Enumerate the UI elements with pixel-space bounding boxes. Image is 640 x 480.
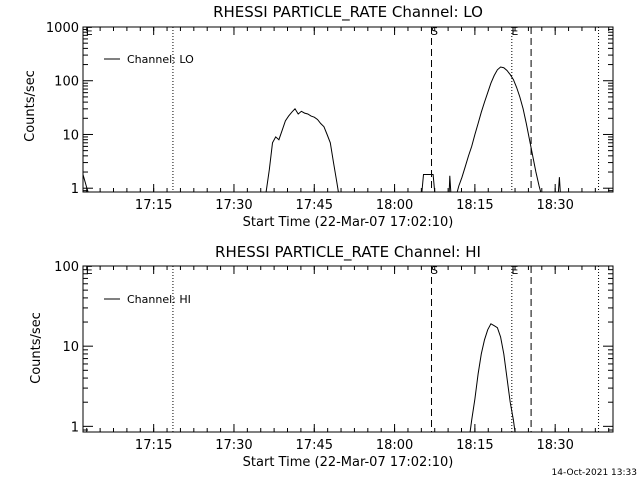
x-tick-label: 18:00 [376,438,413,453]
legend-label: Channel: HI [127,293,191,306]
series-line [82,174,89,193]
legend-label: Channel: LO [127,53,194,66]
y-axis-label: Counts/sec [23,70,38,142]
timestamp-stamp: 14-Oct-2021 13:33 [552,468,637,478]
x-tick-label: 17:30 [215,198,252,213]
panel-hi: RHESSI PARTICLE_RATE Channel: HI Start T… [29,243,614,470]
reference-lines [172,27,600,192]
event-marker-label: S [431,25,438,38]
event-marker-label: E [86,264,93,277]
y-tick-label: 100 [54,260,79,275]
x-tick-label: 18:30 [536,438,573,453]
event-marker-label: E [86,25,93,38]
x-tick-label: 18:15 [456,438,493,453]
x-tick-label: 17:45 [296,438,333,453]
series-line [469,323,516,433]
x-tick-label: 17:15 [135,438,172,453]
event-marker-label: E [511,25,518,38]
series-line [265,107,339,193]
x-tick-label: 17:30 [215,438,252,453]
plot-frame [82,265,614,433]
series-line [421,174,436,193]
y-tick-label: 100 [54,75,79,90]
x-tick-label: 18:00 [376,198,413,213]
x-axis-label: Start Time (22-Mar-07 17:02:10) [243,455,454,470]
reference-lines [172,266,600,432]
y-tick-label: 1000 [46,21,79,36]
axis-ticks: 17:15 17:30 17:45 18:00 18:15 18:30 1 10 100 [54,260,613,453]
x-axis-label: Start Time (22-Mar-07 17:02:10) [243,215,454,230]
series-line [448,175,452,193]
plot-frame [82,26,614,193]
chart-title: RHESSI PARTICLE_RATE Channel: LO [213,3,483,22]
event-marker-label: S [431,264,438,277]
y-tick-label: 1 [71,420,79,435]
chart-title: RHESSI PARTICLE_RATE Channel: HI [215,243,481,262]
x-tick-label: 18:15 [456,198,493,213]
series-group [82,66,561,193]
y-tick-label: 1 [71,182,79,197]
x-tick-label: 17:15 [135,198,172,213]
axis-ticks: 17:15 17:30 17:45 18:00 18:15 18:30 1 10 100 1000 [46,21,613,213]
y-axis-label: Counts/sec [29,312,44,384]
event-marker-label: E [511,264,518,277]
series-group [469,323,516,433]
series-line [557,177,561,193]
series-line [456,66,542,193]
x-tick-label: 17:45 [296,198,333,213]
y-tick-label: 10 [62,340,79,355]
y-tick-label: 10 [62,128,79,143]
x-tick-label: 18:30 [536,198,573,213]
panel-lo: RHESSI PARTICLE_RATE Channel: LO Start T… [23,3,614,230]
